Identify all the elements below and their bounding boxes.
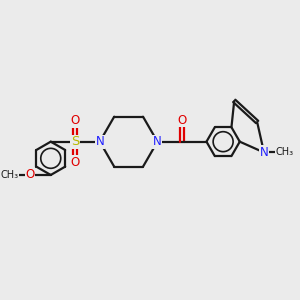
Text: O: O bbox=[26, 169, 34, 182]
Text: CH₃: CH₃ bbox=[276, 148, 294, 158]
Text: O: O bbox=[177, 113, 187, 127]
Text: O: O bbox=[70, 156, 80, 169]
Text: N: N bbox=[153, 135, 162, 148]
Text: O: O bbox=[70, 114, 80, 128]
Text: N: N bbox=[260, 146, 268, 159]
Text: N: N bbox=[95, 135, 104, 148]
Text: S: S bbox=[71, 135, 80, 148]
Text: CH₃: CH₃ bbox=[0, 170, 18, 180]
